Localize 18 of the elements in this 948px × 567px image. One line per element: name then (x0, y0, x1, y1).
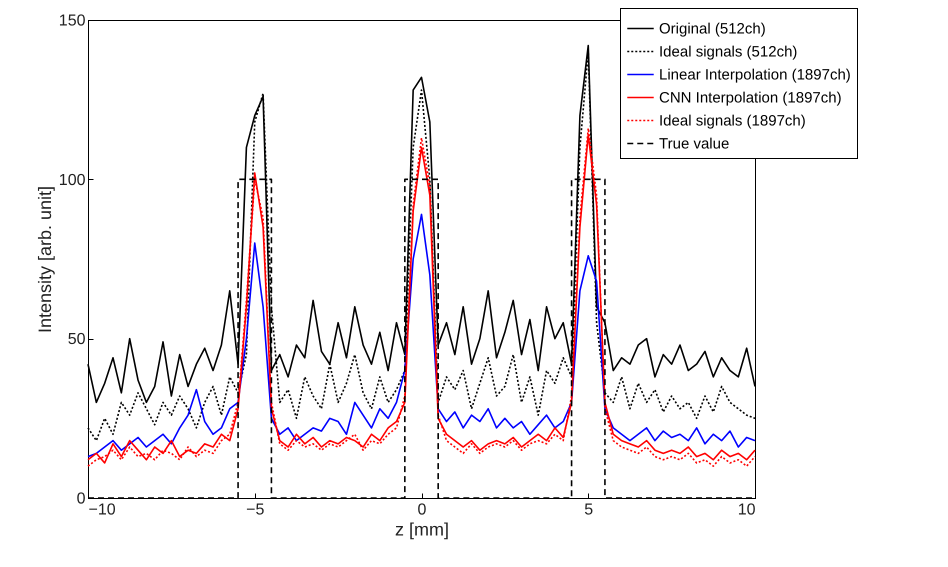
legend-label: Ideal signals (1897ch) (659, 112, 806, 130)
x-tick-label: 0 (418, 502, 427, 518)
y-tick-label: 100 (58, 172, 86, 189)
legend-label: Original (512ch) (659, 20, 766, 38)
y-tick-label: 150 (58, 12, 86, 30)
x-axis-title: z [mm] (395, 520, 449, 540)
x-tick-label: −5 (246, 502, 264, 518)
legend-label: Ideal signals (512ch) (659, 44, 798, 60)
x-tick-label: 5 (584, 502, 594, 518)
x-tick-label: 10 (738, 502, 756, 518)
line-series (87, 214, 756, 458)
y-tick-label: 0 (76, 490, 86, 508)
legend-label: Linear Interpolation (1897ch) (659, 66, 851, 84)
y-axis-title: Intensity [arb. unit] (34, 186, 55, 334)
legend-label: CNN Interpolation (1897ch) (659, 90, 842, 106)
legend-label: True value (659, 136, 730, 152)
y-tick-label: 50 (68, 331, 86, 348)
x-tick-label: −10 (88, 502, 116, 518)
